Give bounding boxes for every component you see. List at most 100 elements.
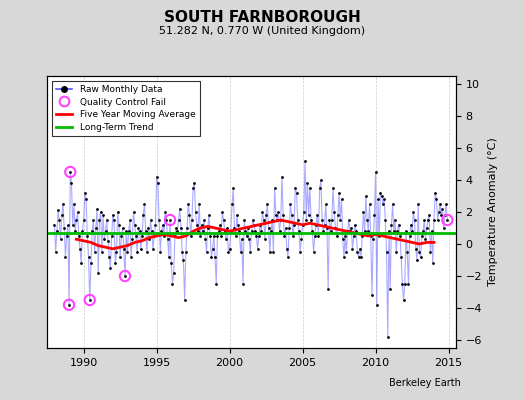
Point	[111, 260, 119, 266]
Point	[325, 217, 334, 223]
Point	[138, 233, 146, 239]
Point	[58, 212, 66, 218]
Point	[207, 254, 215, 260]
Point	[193, 222, 201, 228]
Point	[388, 201, 397, 207]
Point	[335, 190, 343, 196]
Point	[127, 254, 135, 260]
Point	[225, 246, 234, 252]
Point	[178, 249, 187, 255]
Point	[143, 249, 151, 255]
Point	[66, 169, 74, 175]
Point	[320, 222, 329, 228]
Point	[148, 228, 156, 234]
Point	[141, 228, 150, 234]
Point	[348, 246, 357, 252]
Point	[364, 228, 373, 234]
Point	[76, 246, 84, 252]
Point	[203, 225, 212, 231]
Point	[232, 233, 240, 239]
Point	[332, 233, 341, 239]
Point	[266, 249, 274, 255]
Point	[303, 180, 312, 186]
Point	[396, 233, 404, 239]
Point	[395, 222, 403, 228]
Point	[108, 212, 117, 218]
Point	[422, 225, 431, 231]
Point	[106, 265, 115, 271]
Point	[156, 249, 165, 255]
Point	[99, 212, 107, 218]
Point	[177, 225, 185, 231]
Point	[385, 228, 393, 234]
Point	[222, 236, 230, 242]
Point	[245, 236, 253, 242]
Point	[198, 222, 206, 228]
Point	[308, 228, 316, 234]
Point	[244, 225, 252, 231]
Point	[295, 228, 303, 234]
Point	[220, 217, 228, 223]
Point	[183, 225, 191, 231]
Point	[116, 254, 124, 260]
Point	[352, 228, 361, 234]
Point	[251, 228, 259, 234]
Point	[235, 228, 244, 234]
Point	[155, 217, 163, 223]
Point	[326, 228, 335, 234]
Point	[70, 201, 78, 207]
Y-axis label: Temperature Anomaly (°C): Temperature Anomaly (°C)	[488, 138, 498, 286]
Point	[167, 260, 176, 266]
Point	[134, 225, 143, 231]
Point	[347, 225, 355, 231]
Point	[313, 212, 321, 218]
Point	[436, 201, 444, 207]
Point	[365, 201, 374, 207]
Point	[152, 174, 161, 180]
Point	[346, 228, 354, 234]
Point	[336, 217, 344, 223]
Point	[149, 246, 157, 252]
Point	[318, 217, 326, 223]
Point	[184, 201, 192, 207]
Point	[252, 233, 260, 239]
Point	[289, 233, 297, 239]
Point	[89, 217, 97, 223]
Point	[241, 228, 249, 234]
Point	[173, 228, 181, 234]
Point	[118, 225, 127, 231]
Point	[442, 201, 450, 207]
Point	[78, 228, 86, 234]
Point	[261, 236, 269, 242]
Point	[432, 196, 441, 202]
Point	[201, 236, 210, 242]
Point	[194, 228, 202, 234]
Point	[362, 193, 370, 199]
Point	[398, 281, 407, 287]
Point	[399, 297, 408, 303]
Point	[392, 249, 400, 255]
Point	[205, 212, 213, 218]
Point	[277, 217, 285, 223]
Point	[129, 209, 138, 215]
Point	[443, 217, 452, 223]
Point	[161, 209, 169, 215]
Point	[189, 185, 198, 191]
Point	[125, 228, 133, 234]
Point	[345, 217, 353, 223]
Point	[172, 225, 180, 231]
Point	[316, 177, 325, 183]
Point	[85, 297, 94, 303]
Point	[269, 249, 278, 255]
Point	[402, 228, 410, 234]
Point	[271, 212, 280, 218]
Point	[190, 180, 199, 186]
Point	[160, 233, 168, 239]
Point	[397, 254, 406, 260]
Text: 51.282 N, 0.770 W (United Kingdom): 51.282 N, 0.770 W (United Kingdom)	[159, 26, 365, 36]
Point	[110, 217, 118, 223]
Point	[117, 233, 126, 239]
Point	[383, 249, 391, 255]
Point	[279, 212, 287, 218]
Point	[196, 233, 205, 239]
